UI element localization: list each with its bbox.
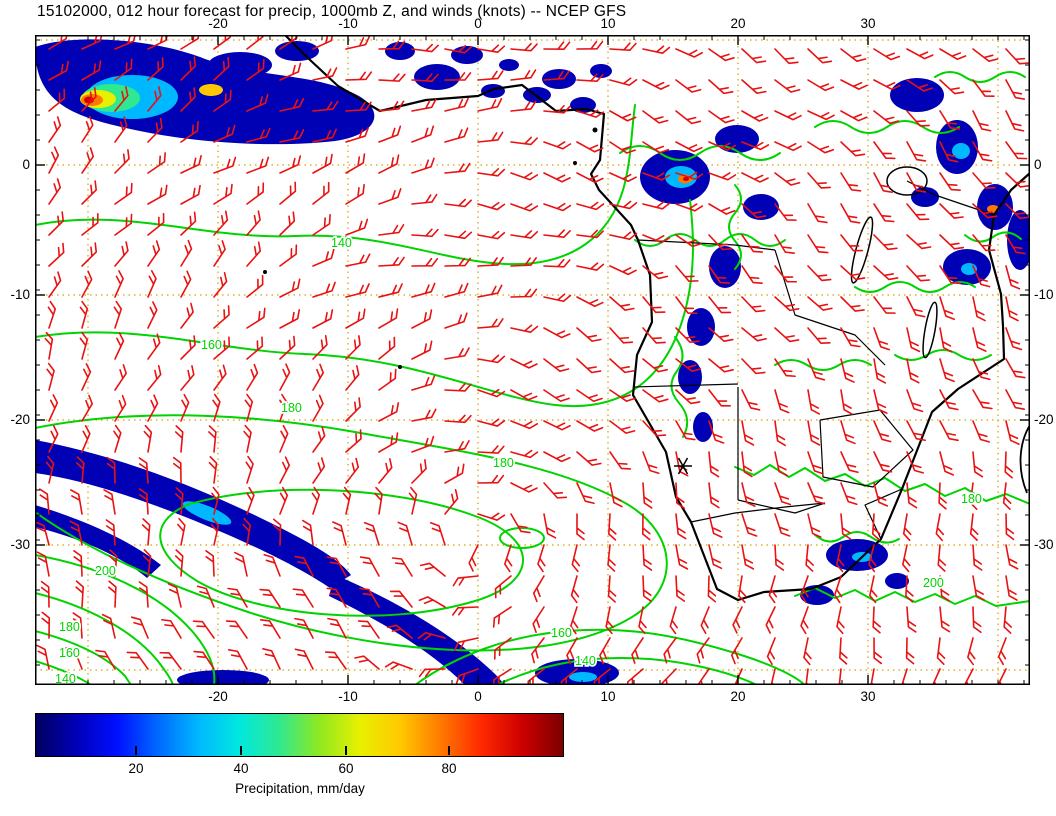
x-tick-label-bottom: 10 — [600, 689, 616, 704]
map-plot-area: 140 160 180 180 200 180 160 140 160 140 180 200 — [34, 27, 1033, 697]
contour-label: 140 — [55, 672, 76, 685]
colorbar-tickmark — [448, 746, 450, 755]
contour-label: 140 — [331, 236, 352, 250]
lonlat-gridlines — [35, 35, 1030, 685]
y-tick-label-right: 0 — [1034, 157, 1042, 172]
x-tick-label-bottom: -10 — [338, 689, 358, 704]
y-tick-label-right: -30 — [1034, 537, 1054, 552]
x-tick-label-top: -20 — [208, 16, 228, 31]
contour-label: 160 — [201, 338, 222, 352]
contour-label: 180 — [281, 401, 302, 415]
x-tick-label-bottom: 20 — [730, 689, 746, 704]
y-tick-label-left: -30 — [10, 537, 30, 552]
precipitation-shading — [35, 39, 1033, 690]
height-contours — [34, 71, 1031, 686]
contour-label: 180 — [961, 492, 982, 506]
colorbar-tick-label: 40 — [233, 761, 249, 776]
x-tick-label-bottom: 0 — [474, 689, 482, 704]
wind-barbs — [34, 27, 1030, 697]
colorbar-tick-label: 80 — [441, 761, 457, 776]
y-tick-label-left: -20 — [10, 412, 30, 427]
colorbar-tick-label: 60 — [338, 761, 354, 776]
x-tick-label-bottom: -20 — [208, 689, 228, 704]
colorbar-tickmark — [135, 746, 137, 755]
contour-label: 180 — [59, 620, 80, 634]
y-tick-label-right: -20 — [1034, 412, 1054, 427]
contour-label: 140 — [575, 654, 596, 668]
islands — [263, 127, 598, 369]
contour-label: 160 — [551, 626, 572, 640]
x-tick-label-bottom: 30 — [860, 689, 876, 704]
colorbar-tickmark — [240, 746, 242, 755]
y-tick-label-right: -10 — [1034, 287, 1054, 302]
station-asterisk-marker — [674, 457, 692, 475]
colorbar: 20 40 60 80 Precipitation, mm/day — [35, 713, 565, 805]
colorbar-gradient — [35, 713, 564, 757]
axis-tickmarks — [35, 35, 1030, 685]
madagascar-edge-path — [1019, 424, 1031, 494]
chart-title: 15102000, 012 hour forecast for precip, … — [37, 3, 627, 20]
y-tick-label-left: 0 — [22, 157, 30, 172]
colorbar-tick-label: 20 — [128, 761, 144, 776]
y-tick-label-left: -10 — [10, 287, 30, 302]
africa-coastline-path — [284, 34, 1031, 602]
contour-label: 200 — [95, 564, 116, 578]
axes-frame — [35, 35, 1030, 685]
lakes — [850, 166, 938, 359]
contour-label: 160 — [59, 646, 80, 660]
x-tick-label-top: 10 — [600, 16, 616, 31]
x-tick-label-top: 20 — [730, 16, 746, 31]
contour-label: 180 — [493, 456, 514, 470]
x-tick-label-top: 0 — [474, 16, 482, 31]
x-tick-label-top: -10 — [338, 16, 358, 31]
colorbar-tickmark — [345, 746, 347, 755]
x-tick-label-top: 30 — [860, 16, 876, 31]
colorbar-label: Precipitation, mm/day — [235, 781, 365, 796]
contour-label: 200 — [923, 576, 944, 590]
